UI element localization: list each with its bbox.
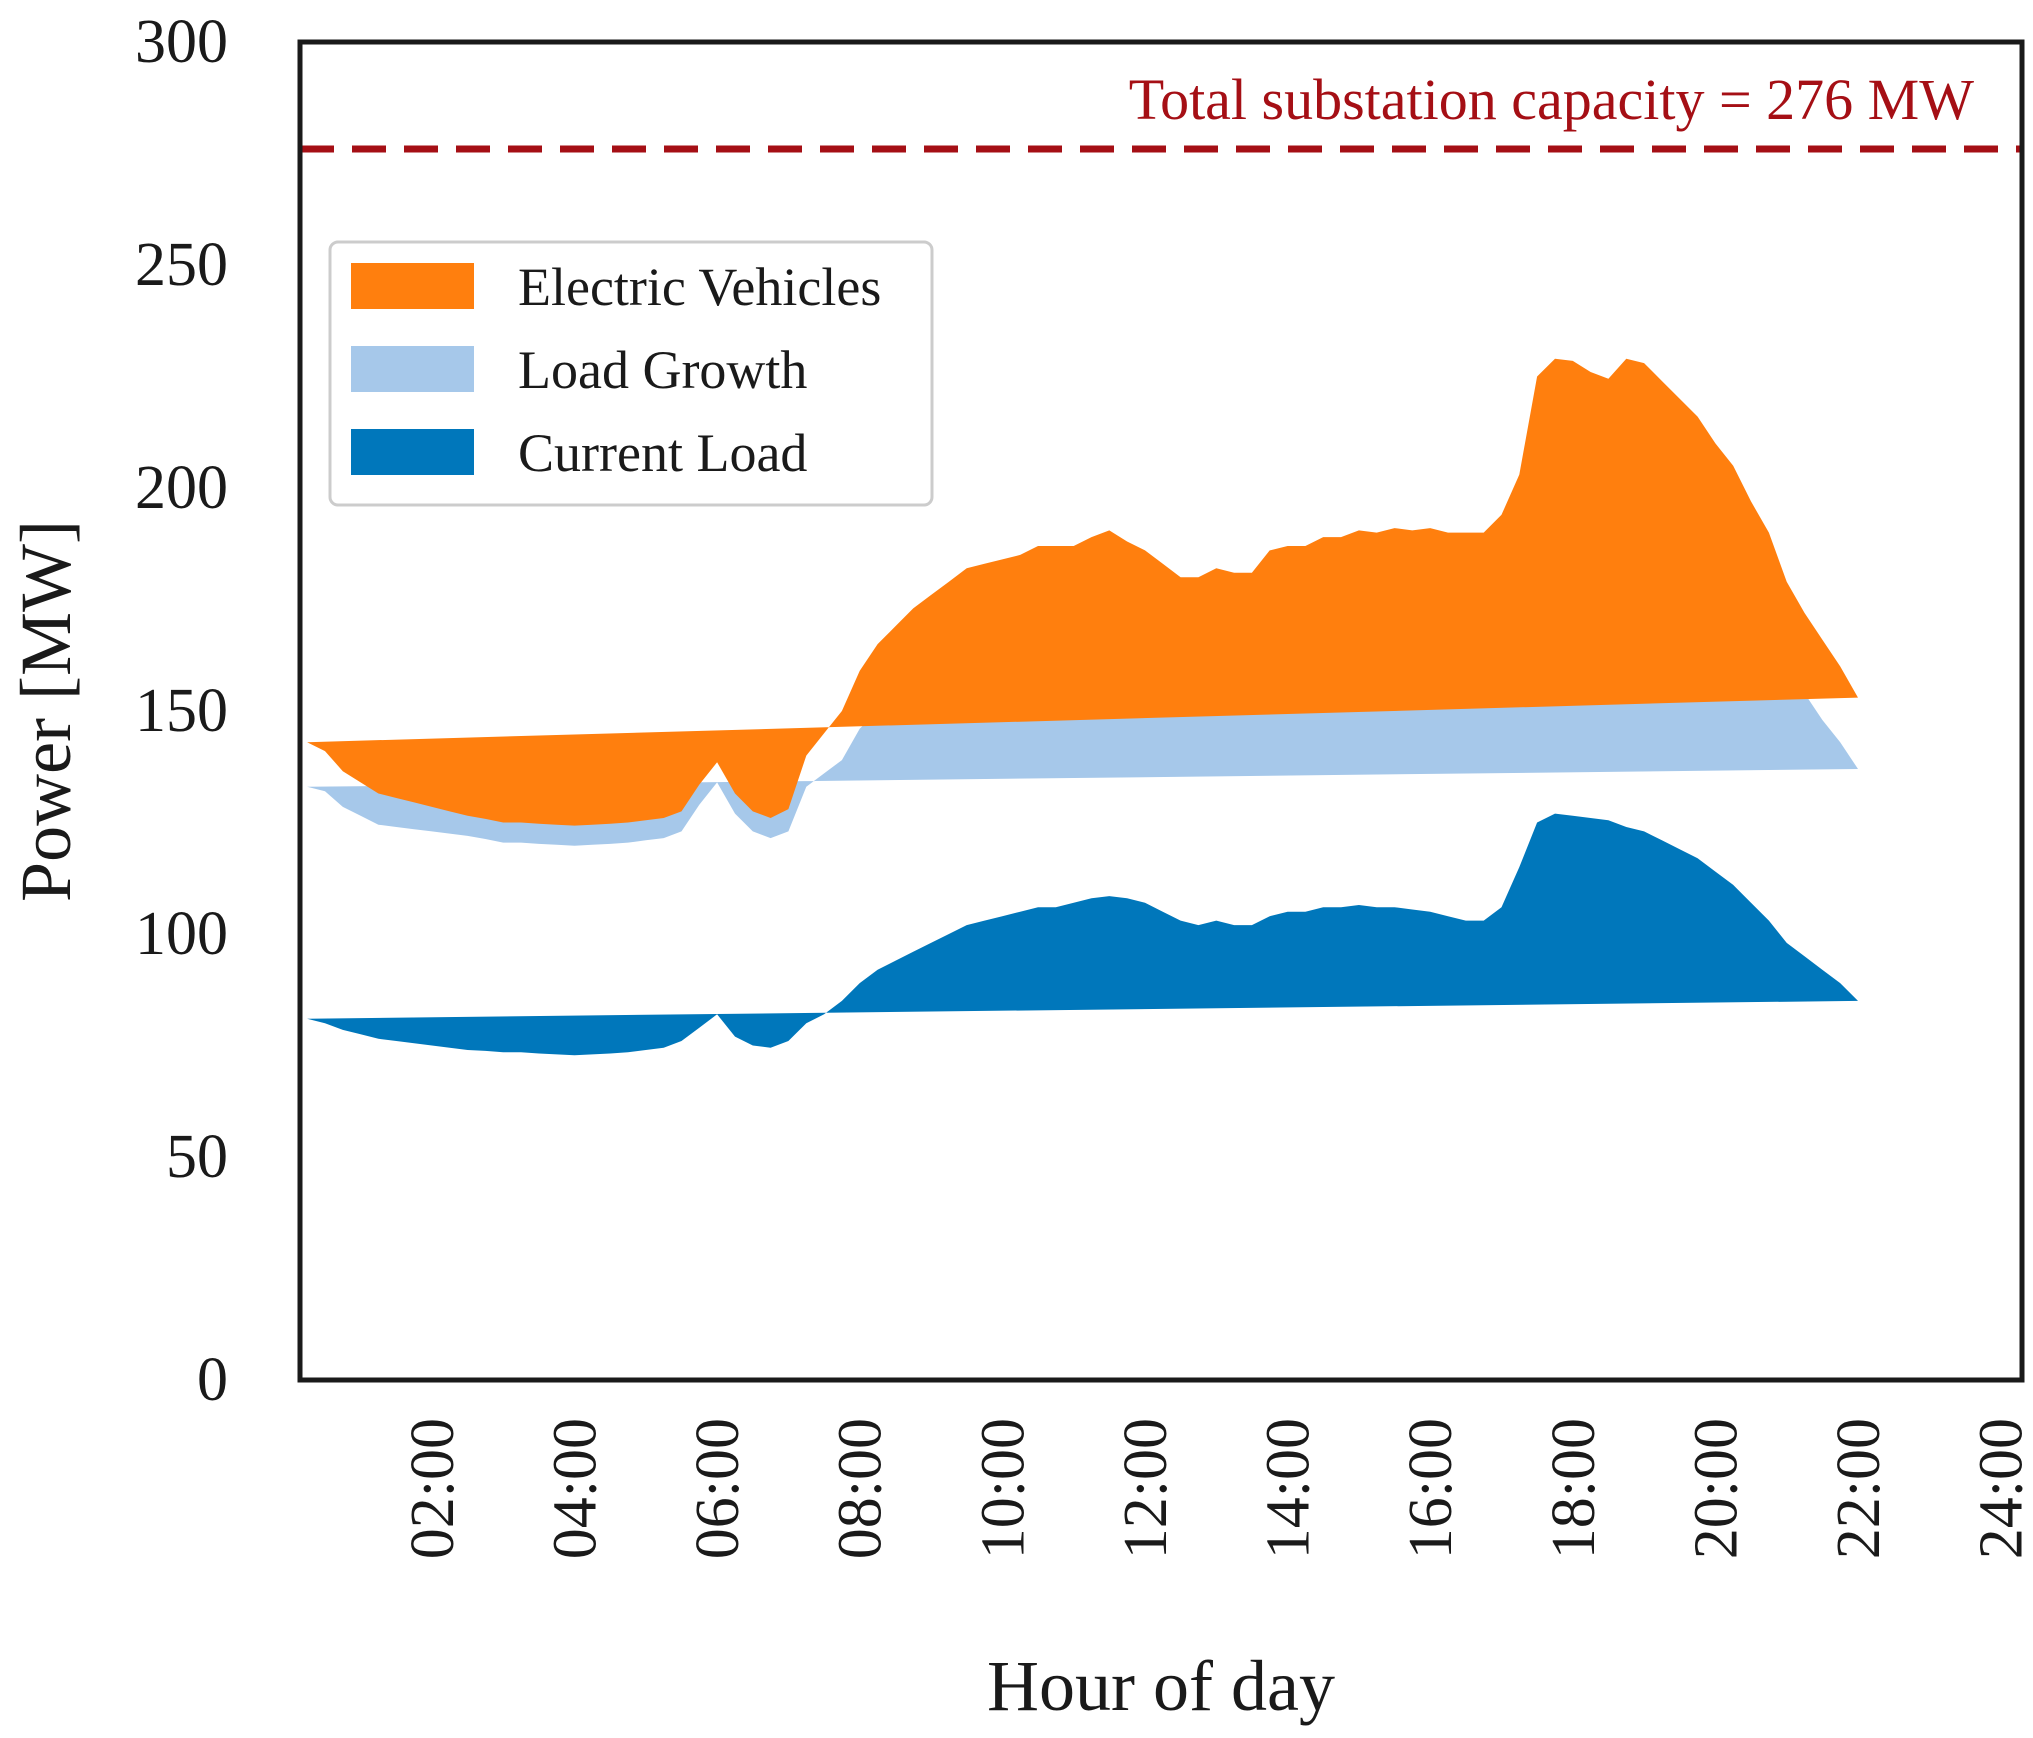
x-tick-label: 02:00: [399, 1418, 467, 1559]
legend-label-electric-vehicles: Electric Vehicles: [518, 257, 881, 317]
plot-frame: [297, 39, 2025, 1383]
legend-label-current-load: Current Load: [518, 423, 807, 483]
x-axis-ticks: 02:00 04:00 06:00 08:00 10:00 12:00 14:00 16:00…: [399, 1418, 2033, 1559]
x-tick-label: 16:00: [1397, 1418, 1465, 1559]
y-axis-label: Power [MW]: [6, 520, 86, 902]
y-tick-label: 0: [197, 1346, 228, 1414]
capacity-label: Total substation capacity = 276 MW: [1129, 67, 1975, 132]
x-tick-label: 04:00: [542, 1418, 610, 1559]
x-tick-label: 10:00: [969, 1418, 1037, 1559]
y-tick-label: 200: [135, 454, 228, 522]
x-axis-label: Hour of day: [987, 1646, 1335, 1726]
y-tick-label: 100: [135, 900, 228, 968]
y-tick-label: 250: [135, 231, 228, 299]
legend-label-load-growth: Load Growth: [518, 340, 807, 400]
x-tick-label: 14:00: [1255, 1418, 1323, 1559]
legend-box: [328, 240, 934, 507]
x-tick-label: 20:00: [1682, 1418, 1750, 1559]
x-tick-label: 06:00: [684, 1418, 752, 1559]
legend-swatch-electric-vehicles: [351, 263, 474, 309]
y-tick-label: 150: [135, 677, 228, 745]
capacity-annotation: Total substation capacity = 276 MW: [300, 67, 2022, 153]
y-tick-label: 50: [166, 1123, 228, 1191]
stacked-areas: [307, 358, 1859, 1056]
legend: Electric Vehicles Load Growth Current Load: [328, 240, 934, 507]
x-tick-label: 18:00: [1540, 1418, 1608, 1559]
area-current-load: [307, 813, 1859, 1056]
y-axis-ticks: 0 50 100 150 200 250 300: [135, 8, 228, 1414]
x-tick-label: 12:00: [1112, 1418, 1180, 1559]
legend-swatch-load-growth: [351, 346, 474, 392]
legend-swatch-current-load: [351, 429, 474, 475]
x-tick-label: 22:00: [1825, 1418, 1893, 1559]
x-tick-label: 08:00: [827, 1418, 895, 1559]
x-tick-label: 24:00: [1968, 1418, 2033, 1559]
y-tick-label: 300: [135, 8, 228, 76]
area-electric-vehicles: [307, 358, 1859, 826]
